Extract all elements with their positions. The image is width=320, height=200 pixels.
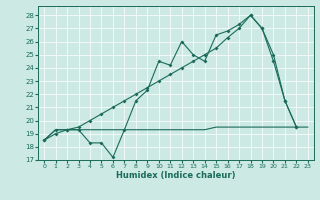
X-axis label: Humidex (Indice chaleur): Humidex (Indice chaleur) xyxy=(116,171,236,180)
